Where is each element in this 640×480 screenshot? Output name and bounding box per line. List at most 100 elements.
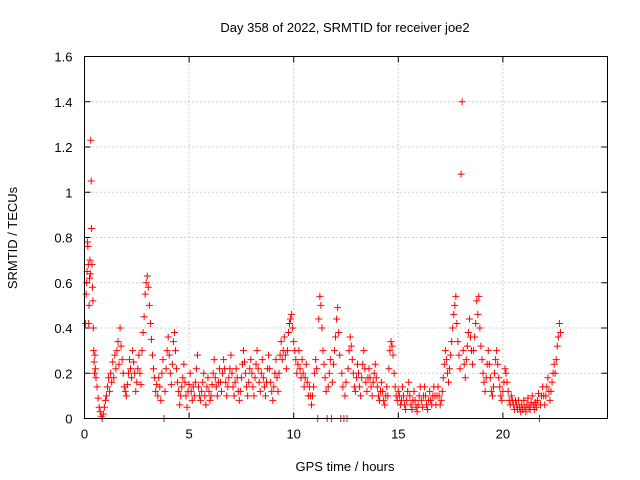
data-point-plus-marker	[114, 338, 122, 346]
data-point-plus-marker	[507, 392, 515, 400]
data-point-plus-marker	[461, 374, 469, 382]
data-point-plus-marker	[359, 360, 367, 368]
data-point-plus-marker	[178, 383, 186, 391]
data-point-plus-marker	[208, 381, 216, 389]
data-point-plus-marker	[554, 333, 562, 341]
data-point-plus-marker	[541, 401, 549, 409]
data-point-plus-marker	[374, 392, 382, 400]
data-point-plus-marker	[90, 347, 98, 355]
data-point-plus-marker	[322, 387, 330, 395]
data-point-plus-marker	[324, 383, 332, 391]
data-point-plus-marker	[555, 319, 563, 327]
data-point-plus-marker	[135, 351, 143, 359]
data-point-plus-marker	[138, 347, 146, 355]
data-point-plus-marker	[195, 383, 203, 391]
data-point-plus-marker	[459, 347, 467, 355]
data-point-plus-marker	[405, 378, 413, 386]
data-point-plus-marker	[347, 342, 355, 350]
data-point-plus-marker	[112, 365, 120, 373]
data-point-plus-marker	[358, 374, 366, 382]
data-point-plus-marker	[122, 392, 130, 400]
data-point-plus-marker	[204, 374, 212, 382]
y-tick-label: 1	[65, 185, 72, 200]
data-point-plus-marker	[267, 378, 275, 386]
data-point-plus-marker	[205, 387, 213, 395]
data-point-plus-marker	[255, 378, 263, 386]
data-point-plus-marker	[235, 396, 243, 404]
data-point-plus-marker	[99, 410, 107, 418]
data-point-plus-marker	[110, 374, 118, 382]
data-point-plus-marker	[388, 342, 396, 350]
data-point-plus-marker	[137, 381, 145, 389]
data-point-plus-marker	[312, 356, 320, 364]
data-point-plus-marker	[411, 396, 419, 404]
data-point-plus-marker	[407, 401, 415, 409]
data-point-plus-marker	[404, 387, 412, 395]
data-point-plus-marker	[502, 369, 510, 377]
data-point-plus-marker	[328, 378, 336, 386]
data-point-plus-marker	[281, 351, 289, 359]
data-point-plus-marker	[342, 378, 350, 386]
data-point-plus-marker	[287, 315, 295, 323]
data-point-plus-marker	[140, 313, 148, 321]
data-point-plus-marker	[236, 387, 244, 395]
x-tick-label: 20	[496, 427, 510, 442]
data-point-plus-marker	[472, 319, 480, 327]
data-point-plus-marker	[223, 392, 231, 400]
data-point-plus-marker	[447, 351, 455, 359]
data-point-plus-marker	[326, 356, 334, 364]
data-point-plus-marker	[366, 374, 374, 382]
data-point-plus-marker	[296, 365, 304, 373]
data-point-plus-marker	[302, 360, 310, 368]
data-point-plus-marker	[280, 333, 288, 341]
data-point-plus-marker	[318, 324, 326, 332]
data-point-plus-marker	[159, 356, 167, 364]
data-point-plus-marker	[355, 369, 363, 377]
data-point-plus-marker	[307, 401, 315, 409]
data-point-plus-marker	[146, 319, 154, 327]
data-point-plus-marker	[167, 381, 175, 389]
data-point-plus-marker	[148, 351, 156, 359]
data-point-plus-marker	[478, 356, 486, 364]
data-point-plus-marker	[132, 387, 140, 395]
data-point-plus-marker	[116, 324, 124, 332]
data-point-plus-marker	[158, 369, 166, 377]
data-point-plus-marker	[414, 401, 422, 409]
data-point-plus-marker	[475, 292, 483, 300]
data-point-plus-marker	[85, 301, 93, 309]
data-point-plus-marker	[381, 401, 389, 409]
data-point-plus-marker	[143, 272, 151, 280]
data-point-plus-marker	[86, 256, 94, 264]
data-point-plus-marker	[286, 319, 294, 327]
data-point-plus-marker	[226, 365, 234, 373]
data-point-plus-marker	[84, 243, 92, 251]
data-point-plus-marker	[186, 369, 194, 377]
data-point-plus-marker	[356, 383, 364, 391]
data-point-plus-marker	[543, 383, 551, 391]
data-point-plus-marker	[365, 365, 373, 373]
data-point-plus-marker	[299, 369, 307, 377]
data-point-plus-marker	[106, 387, 114, 395]
x-axis-label: GPS time / hours	[296, 459, 395, 474]
y-tick-label: 0.4	[54, 321, 72, 336]
data-point-plus-marker	[86, 274, 94, 282]
data-point-plus-marker	[448, 338, 456, 346]
data-point-plus-marker	[163, 347, 171, 355]
data-point-plus-marker	[310, 383, 318, 391]
data-point-plus-marker	[289, 324, 297, 332]
data-point-plus-marker	[253, 347, 261, 355]
data-point-plus-marker	[369, 378, 377, 386]
data-point-plus-marker	[313, 365, 321, 373]
data-point-plus-marker	[547, 387, 555, 395]
data-point-plus-marker	[243, 383, 251, 391]
data-point-plus-marker	[193, 351, 201, 359]
data-point-plus-marker	[256, 387, 264, 395]
data-point-plus-marker	[389, 351, 397, 359]
data-point-plus-marker	[90, 358, 98, 366]
data-point-plus-marker	[209, 369, 217, 377]
data-point-plus-marker	[254, 365, 262, 373]
data-point-plus-marker	[348, 356, 356, 364]
data-point-plus-marker	[494, 360, 502, 368]
data-point-plus-marker	[218, 387, 226, 395]
